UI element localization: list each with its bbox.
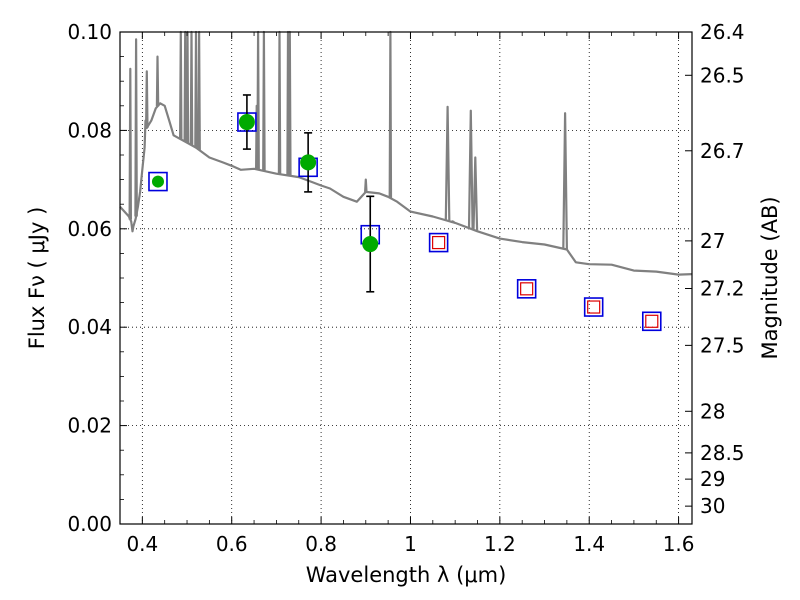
emission-line	[262, 30, 266, 171]
emission-line	[388, 30, 393, 199]
emission-line	[155, 55, 160, 107]
emission-line	[185, 30, 190, 143]
ticks: 0.4 0.6 0.8 1 1.2 1.4 1.6 0.00 0.02 0.04 0.06 0.08 0…	[67, 20, 744, 556]
y-tick-label: 0.06	[67, 217, 112, 241]
y-tick-label: 0.00	[67, 512, 112, 536]
emission-line	[450, 220, 455, 224]
observed-flux-point	[300, 154, 317, 171]
emission-line	[189, 30, 194, 146]
x-tick-label: 1.6	[663, 532, 695, 556]
y2-tick-label: 26.7	[700, 139, 745, 163]
plot-frame	[119, 31, 693, 525]
emission-line	[364, 178, 368, 192]
emission-line	[467, 109, 474, 229]
x-tick-label: 0.8	[305, 532, 337, 556]
emission-line	[197, 30, 201, 150]
model-point-square	[641, 311, 662, 332]
emission-line	[194, 30, 198, 148]
model-point-square	[516, 279, 537, 299]
y2-tick-label: 27.2	[700, 277, 745, 301]
y2-axis-label: Magnitude (AB)	[758, 196, 782, 359]
emission-line	[145, 70, 149, 128]
emission-line	[183, 30, 187, 142]
x-tick-label: 0.6	[216, 532, 248, 556]
observed-flux-point	[238, 114, 255, 131]
spectrum-layer	[119, 30, 693, 276]
y-tick-label: 0.10	[67, 20, 112, 44]
emission-line	[128, 67, 132, 220]
emission-line	[288, 30, 292, 176]
y2-tick-label: 30	[700, 494, 725, 518]
y2-tick-label: 29	[700, 467, 725, 491]
upper-limit-square	[520, 282, 534, 296]
y-tick-label: 0.08	[67, 118, 112, 142]
emission-line	[256, 30, 260, 170]
observed-flux-point	[362, 236, 379, 253]
spectrum-continuum	[119, 102, 693, 276]
y2-tick-label: 27	[700, 229, 725, 253]
y-tick-label: 0.04	[67, 315, 112, 339]
upper-limit-square	[432, 235, 446, 250]
grid	[120, 32, 692, 524]
y-axis-label: Flux Fν ( μJy )	[25, 207, 49, 350]
upper-limit-square	[587, 300, 601, 314]
y-tick-label: 0.02	[67, 414, 112, 438]
x-tick-label: 1	[404, 532, 417, 556]
emission-line	[179, 30, 183, 140]
emission-line	[134, 38, 138, 217]
upper-limit-square	[645, 314, 659, 328]
points-layer	[148, 94, 662, 332]
y2-tick-label: 28	[700, 399, 725, 423]
emission-line	[472, 156, 479, 231]
observed-flux-point	[151, 175, 164, 188]
x-tick-label: 1.2	[484, 532, 516, 556]
emission-line	[277, 30, 282, 175]
model-point-square	[428, 232, 449, 253]
model-point-square	[583, 297, 604, 317]
y2-tick-label: 26.4	[700, 20, 745, 44]
x-tick-label: 1.4	[573, 532, 605, 556]
x-axis-label: Wavelength λ (μm)	[306, 563, 507, 587]
y2-tick-label: 26.5	[700, 63, 745, 87]
model-point-square	[148, 171, 168, 192]
emission-line	[444, 105, 451, 221]
x-tick-label: 0.4	[126, 532, 158, 556]
y2-tick-label: 27.5	[700, 333, 745, 357]
emission-line	[562, 112, 568, 250]
y2-tick-label: 28.5	[700, 441, 745, 465]
